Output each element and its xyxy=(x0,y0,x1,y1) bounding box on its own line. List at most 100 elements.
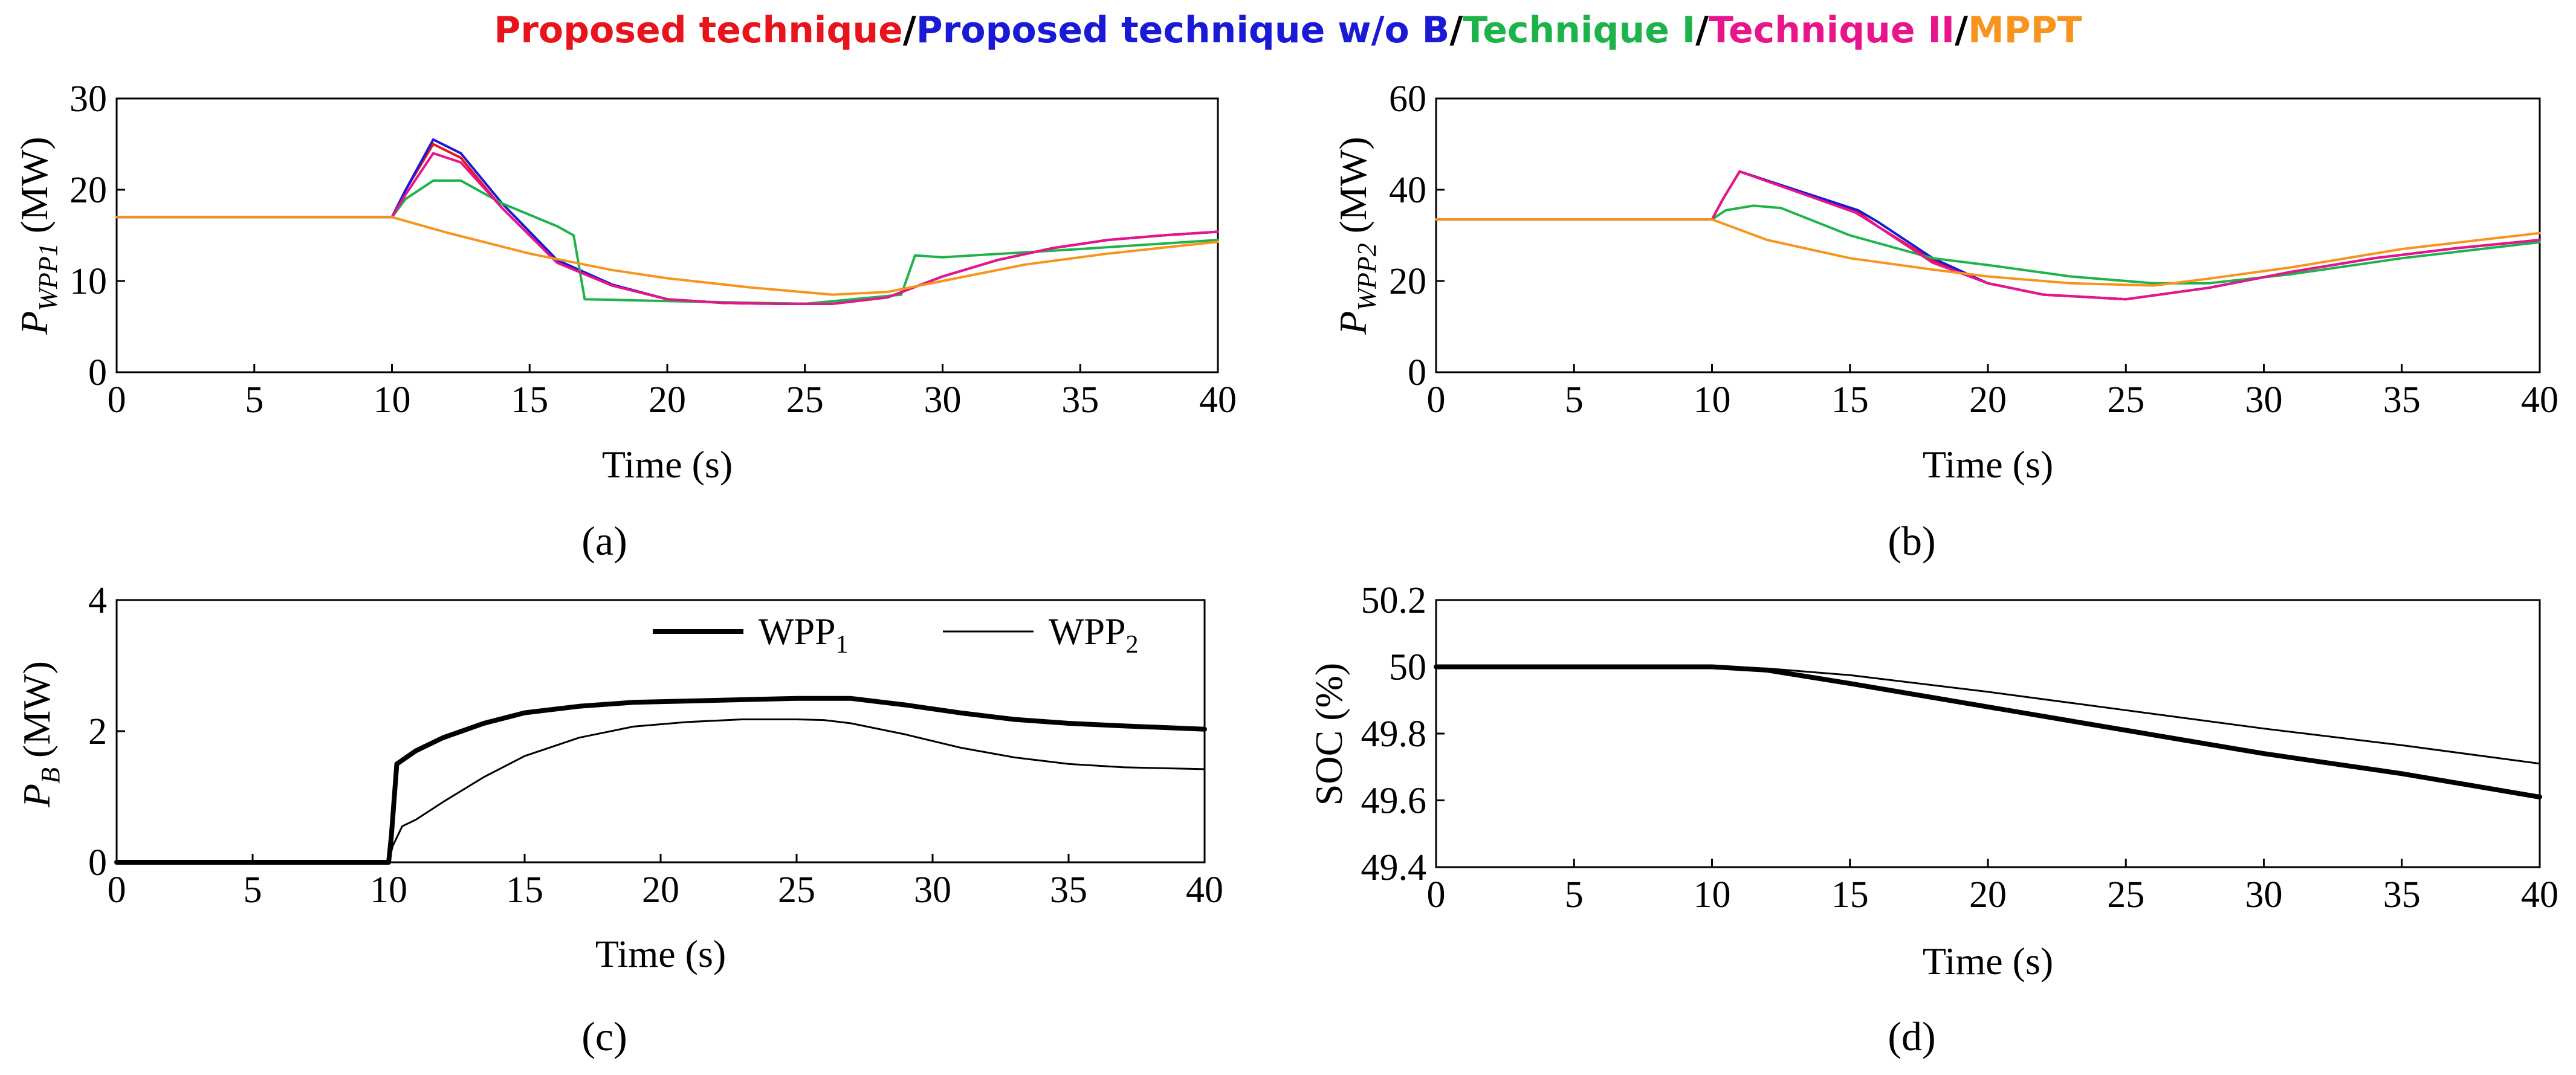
y-ticks-c: 0 2 4 xyxy=(88,580,125,883)
series-line-wpp2 xyxy=(115,718,1206,864)
x-tick-label: 5 xyxy=(244,870,262,911)
y-label-sub-a: WPP1 xyxy=(33,243,63,311)
panel-label-b: (b) xyxy=(1888,518,1935,564)
series-line-technique-i xyxy=(115,179,1219,305)
legend-c: WPP1 WPP2 xyxy=(653,612,1138,659)
y-axis-label-d: SOC (%) xyxy=(1307,663,1350,805)
x-ticks-d: 0 5 10 15 20 25 30 35 40 xyxy=(1427,859,2558,915)
legend-item-1: Proposed technique w/o B xyxy=(916,9,1450,51)
series-line-mppt xyxy=(1435,218,2541,287)
y-axis-label-a: PWPP1 (MW) xyxy=(13,137,63,335)
y-tick-label: 20 xyxy=(1389,261,1426,302)
x-tick-label: 15 xyxy=(1831,874,1869,915)
series-layer-c xyxy=(114,696,1207,865)
legend-separator: / xyxy=(1955,9,1969,51)
legend-wpp1-sub: 1 xyxy=(835,631,848,659)
x-tick-label: 20 xyxy=(649,379,686,421)
series-line-wpp2 xyxy=(1435,666,2541,765)
y-ticks-a: 0 10 20 30 xyxy=(70,79,125,393)
x-tick-label: 15 xyxy=(506,870,543,911)
x-tick-label: 20 xyxy=(1969,379,2007,421)
legend-item-3: Technique II xyxy=(1709,9,1955,51)
chart-panel-a: 0 10 20 30 0 5 10 15 20 25 30 35 40 Time (s) PWPP1 … xyxy=(13,79,1237,564)
series-line-technique-ii xyxy=(1435,170,2541,301)
x-tick-label: 20 xyxy=(642,870,679,911)
y-label-main-c: P xyxy=(15,784,58,808)
y-tick-label: 0 xyxy=(88,352,107,393)
x-tick-label: 40 xyxy=(2521,874,2558,915)
x-tick-label: 15 xyxy=(1831,379,1869,421)
y-ticks-b: 0 20 40 60 xyxy=(1389,79,1445,393)
legend-wpp1-main: WPP xyxy=(759,612,835,653)
x-tick-label: 35 xyxy=(1061,379,1099,421)
x-tick-label: 40 xyxy=(2521,379,2558,421)
legend-label-wpp1: WPP1 xyxy=(759,612,848,659)
x-tick-label: 25 xyxy=(2107,874,2144,915)
series-line-technique-i xyxy=(1435,204,2541,285)
series-layer-b xyxy=(1435,170,2541,301)
series-layer-a xyxy=(115,138,1219,305)
x-axis-label-a: Time (s) xyxy=(602,443,733,486)
y-tick-label: 60 xyxy=(1389,79,1426,120)
x-tick-label: 10 xyxy=(1694,874,1731,915)
x-tick-label: 35 xyxy=(2383,874,2421,915)
series-line-wpp1 xyxy=(1434,664,2542,799)
x-axis-label-b: Time (s) xyxy=(1923,443,2053,486)
plot-frame-d xyxy=(1435,599,2541,868)
y-tick-label: 40 xyxy=(1389,170,1426,211)
y-label-unit-b: (MW) xyxy=(1332,137,1374,243)
series-line-proposed-technique-w-o-b xyxy=(1435,170,2541,301)
y-axis-label-c: PB (MW) xyxy=(15,661,65,808)
x-tick-label: 30 xyxy=(2245,379,2283,421)
series-line-mppt xyxy=(115,216,1219,296)
series-line-technique-ii xyxy=(115,152,1219,305)
x-tick-label: 30 xyxy=(2245,874,2283,915)
plot-frame-c xyxy=(115,599,1206,864)
x-tick-label: 5 xyxy=(245,379,264,421)
y-label-unit-c: (MW) xyxy=(15,661,58,767)
x-tick-label: 0 xyxy=(1427,379,1446,421)
y-label-main-a: P xyxy=(13,311,56,335)
x-tick-label: 25 xyxy=(786,379,824,421)
x-tick-label: 25 xyxy=(2107,379,2144,421)
figure-legend: Proposed technique/Proposed technique w/… xyxy=(0,4,2576,57)
y-label-sub-c: B xyxy=(36,767,65,784)
legend-separator: / xyxy=(1695,9,1709,51)
chart-panel-d: 49.4 49.6 49.8 50 50.2 0 5 10 15 20 25 30 35 40 Time… xyxy=(1307,580,2558,1059)
y-tick-label: 0 xyxy=(88,842,107,883)
panel-label-c: (c) xyxy=(581,1013,627,1059)
x-tick-label: 20 xyxy=(1969,874,2007,915)
legend-separator: / xyxy=(902,9,916,51)
y-tick-label: 50.2 xyxy=(1361,580,1427,621)
y-tick-label: 49.4 xyxy=(1361,847,1427,888)
x-tick-label: 35 xyxy=(1050,870,1087,911)
legend-wpp2-main: WPP xyxy=(1049,612,1125,653)
legend-item-0: Proposed technique xyxy=(494,9,903,51)
panel-label-a: (a) xyxy=(581,518,627,564)
x-tick-label: 0 xyxy=(108,379,126,421)
x-tick-label: 35 xyxy=(2383,379,2421,421)
x-tick-label: 30 xyxy=(924,379,962,421)
series-line-wpp1 xyxy=(114,696,1207,865)
x-tick-label: 15 xyxy=(511,379,548,421)
x-tick-label: 25 xyxy=(778,870,815,911)
x-tick-label: 0 xyxy=(108,870,126,911)
y-tick-label: 10 xyxy=(70,261,107,302)
x-ticks-b: 0 5 10 15 20 25 30 35 40 xyxy=(1427,364,2558,421)
series-line-proposed-technique xyxy=(1435,170,2541,301)
y-tick-label: 50 xyxy=(1389,647,1426,688)
y-tick-label: 49.6 xyxy=(1361,781,1427,822)
y-tick-label: 30 xyxy=(70,79,107,120)
x-tick-label: 0 xyxy=(1427,874,1446,915)
x-ticks-c: 0 5 10 15 20 25 30 35 40 xyxy=(108,854,1223,911)
y-axis-label-b: PWPP2 (MW) xyxy=(1332,137,1382,335)
series-layer-d xyxy=(1434,664,2542,799)
x-tick-label: 30 xyxy=(914,870,951,911)
y-label-unit-a: (MW) xyxy=(13,137,56,243)
y-tick-label: 2 xyxy=(88,711,107,752)
x-tick-label: 40 xyxy=(1186,870,1223,911)
legend-separator: / xyxy=(1449,9,1463,51)
x-tick-label: 10 xyxy=(370,870,407,911)
plot-frame-b xyxy=(1435,97,2541,373)
panel-label-d: (d) xyxy=(1888,1013,1935,1059)
